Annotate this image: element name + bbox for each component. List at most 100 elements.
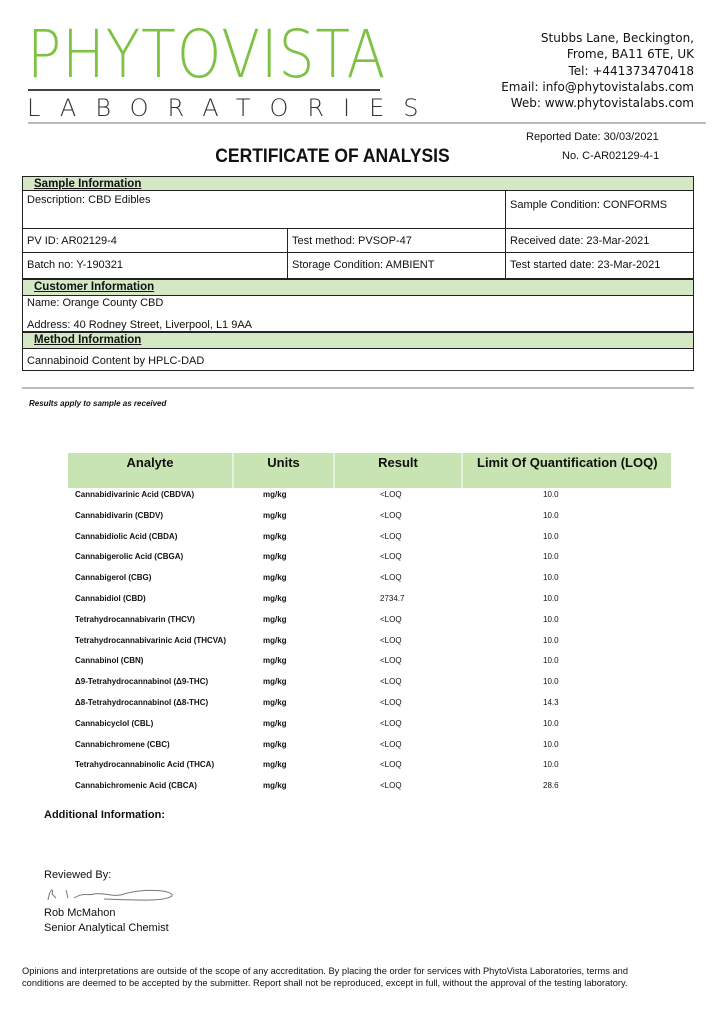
phone: Tel: +441373470418 bbox=[568, 63, 694, 78]
cell-units: mg/kg bbox=[263, 781, 287, 791]
cell-loq: 10.0 bbox=[543, 739, 559, 749]
cell-result: <LOQ bbox=[380, 510, 402, 520]
cell-units: mg/kg bbox=[263, 552, 287, 562]
cell-loq: 14.3 bbox=[543, 698, 559, 707]
cell-analyte: Tetrahydrocannabivarinic Acid (THCVA) bbox=[75, 635, 226, 645]
storage-condition: Storage Condition: AMBIENT bbox=[288, 253, 506, 278]
sample-info-header: Sample Information bbox=[23, 177, 693, 191]
method-text: Cannabinoid Content by HPLC-DAD bbox=[27, 355, 205, 367]
batch-no: Batch no: Y-190321 bbox=[23, 253, 288, 278]
sample-condition: Sample Condition: CONFORMS bbox=[510, 199, 668, 211]
cell-result: <LOQ bbox=[380, 656, 402, 666]
logo-divider bbox=[28, 89, 380, 91]
cell-loq: 10.0 bbox=[543, 510, 559, 520]
cell-loq: 10.0 bbox=[543, 573, 559, 583]
address-line-1: Stubbs Lane, Beckington, bbox=[540, 31, 694, 45]
col-units: Units bbox=[234, 453, 335, 488]
email: Email: info@phytovistalabs.com bbox=[501, 79, 694, 94]
cell-result: <LOQ bbox=[380, 490, 402, 499]
table-row: Δ8-Tetrahydrocannabinol (Δ8-THC) mg/kg <LO… bbox=[75, 698, 595, 710]
cell-loq: 10.0 bbox=[543, 718, 559, 728]
cell-units: mg/kg bbox=[263, 594, 287, 603]
cell-result: <LOQ bbox=[380, 573, 402, 583]
cell-units: mg/kg bbox=[263, 718, 287, 728]
document-title: CERTIFICATE OF ANALYSIS bbox=[215, 146, 450, 167]
cell-loq: 10.0 bbox=[543, 635, 559, 645]
cell-loq: 10.0 bbox=[543, 490, 559, 499]
col-loq: Limit Of Quantification (LOQ) bbox=[477, 455, 658, 470]
additional-information: Additional Information: bbox=[44, 809, 165, 821]
cell-analyte: Cannabidivarin (CBDV) bbox=[75, 510, 164, 520]
method-info-header: Method Information bbox=[23, 333, 693, 349]
divider bbox=[22, 387, 694, 389]
results-note: Results apply to sample as received bbox=[29, 399, 167, 408]
col-result: Result bbox=[335, 453, 463, 488]
cell-analyte: Cannabigerolic Acid (CBGA) bbox=[75, 552, 184, 562]
pv-id: PV ID: AR02129-4 bbox=[23, 229, 288, 252]
reviewer-role: Senior Analytical Chemist bbox=[44, 921, 169, 934]
customer-address: Address: 40 Rodney Street, Liverpool, L1… bbox=[27, 319, 253, 331]
results-table-header: Analyte Units Result Limit Of Quantifica… bbox=[68, 453, 671, 488]
description: Description: CBD Edibles bbox=[23, 191, 506, 228]
cell-units: mg/kg bbox=[263, 698, 287, 707]
cell-loq: 10.0 bbox=[543, 531, 559, 541]
certificate-number: No. C-AR02129-4-1 bbox=[562, 150, 660, 162]
cell-loq: 10.0 bbox=[543, 677, 559, 687]
cell-result: <LOQ bbox=[380, 718, 402, 728]
cell-loq: 10.0 bbox=[543, 656, 559, 666]
table-row: Cannabidiol (CBD) mg/kg 2734.7 10.0 bbox=[75, 594, 595, 606]
cell-units: mg/kg bbox=[263, 531, 287, 541]
cell-result: 2734.7 bbox=[380, 594, 405, 603]
cell-analyte: Δ9-Tetrahydrocannabinol (Δ9-THC) bbox=[75, 677, 209, 687]
customer-name: Name: Orange County CBD bbox=[27, 297, 164, 309]
reviewer: Rob McMahon Senior Analytical Chemist bbox=[44, 906, 169, 935]
cell-result: <LOQ bbox=[380, 698, 402, 707]
table-row: Cannabidivarinic Acid (CBDVA) mg/kg <LOQ 10… bbox=[75, 490, 595, 502]
website: Web: www.phytovistalabs.com bbox=[510, 96, 694, 111]
table-row: Cannabidivarin (CBDV) mg/kg <LOQ 10.0 bbox=[75, 511, 595, 523]
signature bbox=[47, 889, 173, 901]
disclaimer: Opinions and interpretations are outside… bbox=[22, 966, 629, 989]
logo: PHYTOVISTA bbox=[27, 16, 387, 93]
table-row: Cannabicyclol (CBL) mg/kg <LOQ 10.0 bbox=[75, 719, 595, 731]
cell-units: mg/kg bbox=[263, 760, 287, 770]
cell-units: mg/kg bbox=[263, 573, 287, 583]
cell-result: <LOQ bbox=[380, 552, 402, 562]
address-line-2: Frome, BA11 6TE, UK bbox=[566, 47, 694, 62]
cell-result: <LOQ bbox=[380, 614, 402, 624]
cell-analyte: Cannabichromenic Acid (CBCA) bbox=[75, 781, 197, 791]
cell-analyte: Tetrahydrocannabinolic Acid (THCA) bbox=[75, 760, 215, 770]
cell-loq: 28.6 bbox=[543, 781, 559, 791]
reviewer-name: Rob McMahon bbox=[44, 907, 116, 919]
cell-analyte: Cannabichromene (CBC) bbox=[75, 739, 170, 749]
cell-units: mg/kg bbox=[263, 677, 287, 687]
cell-analyte: Cannabidiolic Acid (CBDA) bbox=[75, 531, 178, 541]
col-analyte: Analyte bbox=[68, 453, 234, 488]
cell-units: mg/kg bbox=[263, 739, 287, 749]
customer-info-header: Customer Information bbox=[23, 280, 693, 296]
table-row: Tetrahydrocannabivarinic Acid (THCVA) mg/… bbox=[75, 636, 595, 648]
cell-analyte: Cannabinol (CBN) bbox=[75, 656, 144, 666]
test-started-date: Test started date: 23-Mar-2021 bbox=[510, 259, 661, 271]
received-date: Received date: 23-Mar-2021 bbox=[510, 235, 650, 247]
table-row: Δ9-Tetrahydrocannabinol (Δ9-THC) mg/kg <LO… bbox=[75, 677, 595, 689]
cell-units: mg/kg bbox=[263, 656, 287, 666]
divider bbox=[28, 122, 706, 124]
info-table: Sample Information Description: CBD Edib… bbox=[22, 176, 694, 371]
cell-analyte: Cannabigerol (CBG) bbox=[75, 573, 152, 583]
cell-analyte: Tetrahydrocannabivarin (THCV) bbox=[75, 614, 195, 624]
cell-result: <LOQ bbox=[380, 739, 402, 749]
cell-result: <LOQ bbox=[380, 677, 402, 687]
cell-analyte: Cannabicyclol (CBL) bbox=[75, 718, 154, 728]
cell-loq: 10.0 bbox=[543, 614, 559, 624]
table-row: Tetrahydrocannabinolic Acid (THCA) mg/kg <… bbox=[75, 760, 595, 772]
table-row: Cannabichromenic Acid (CBCA) mg/kg <LOQ 28.… bbox=[75, 781, 595, 793]
cell-analyte: Cannabidivarinic Acid (CBDVA) bbox=[75, 490, 195, 499]
table-row: Cannabinol (CBN) mg/kg <LOQ 10.0 bbox=[75, 656, 595, 668]
cell-result: <LOQ bbox=[380, 635, 402, 645]
table-row: Cannabidiolic Acid (CBDA) mg/kg <LOQ 10.0 bbox=[75, 532, 595, 544]
logo-subtitle: LABORATORIES bbox=[27, 94, 438, 122]
cell-result: <LOQ bbox=[380, 781, 402, 791]
cell-loq: 10.0 bbox=[543, 760, 559, 770]
